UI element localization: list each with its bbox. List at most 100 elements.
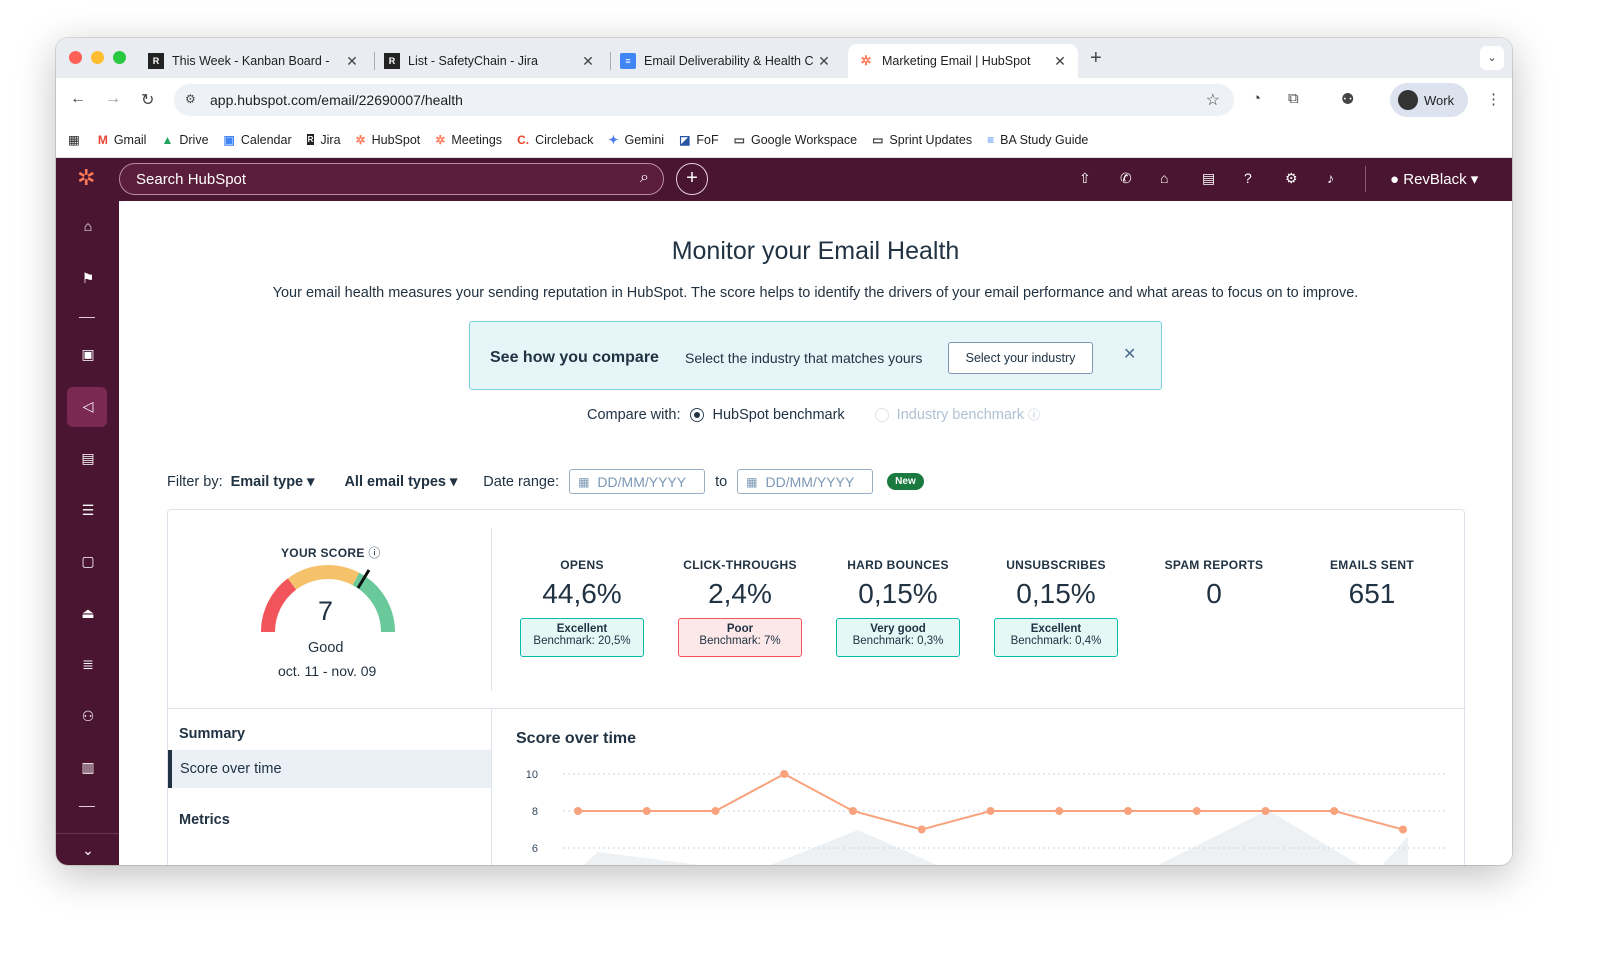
extensions-icon[interactable]: ⧉ — [1288, 90, 1299, 107]
marketing-megaphone-icon[interactable]: ◁ — [82, 398, 94, 414]
data-point — [917, 825, 926, 834]
phone-icon[interactable]: ✆ — [1120, 170, 1132, 186]
automation-icon[interactable]: ⚇ — [81, 708, 95, 724]
close-icon[interactable]: ✕ — [1123, 346, 1137, 363]
bookmark-ba-study-guide[interactable]: ≡ BA Study Guide — [987, 132, 1089, 147]
folder-icon: ▭ — [872, 132, 884, 147]
bookmarks-icon[interactable]: ⚑ — [81, 270, 95, 286]
site-settings-icon[interactable]: ⚙ — [185, 92, 196, 106]
bookmark-star-icon[interactable]: ☆ — [1205, 92, 1220, 109]
marketplace-icon[interactable]: ▤ — [1202, 170, 1216, 186]
tab-jira[interactable]: R List - SafetyChain - Jira ✕ — [374, 44, 606, 78]
bookmark-calendar[interactable]: ▣ Calendar — [223, 132, 292, 147]
home-icon[interactable]: ⌂ — [83, 218, 93, 234]
hubspot-benchmark-radio[interactable] — [690, 407, 705, 422]
close-tab-icon[interactable]: ✕ — [1054, 52, 1066, 69]
gmail-icon: M — [97, 132, 108, 147]
data-point — [574, 807, 582, 815]
google-docs-icon: ≡ — [987, 132, 995, 147]
bookmark-jira[interactable]: R Jira — [306, 132, 341, 147]
compare-with-options: Compare with: HubSpot benchmark Industry… — [587, 406, 1041, 423]
page-subtitle: Your email health measures your sending … — [272, 285, 1359, 301]
apps-grid-icon[interactable]: ▦ — [68, 133, 80, 147]
bookmark-circleback[interactable]: C. Circleback — [517, 132, 594, 147]
help-icon[interactable]: ? — [1244, 170, 1252, 186]
search-input[interactable]: Search HubSpot ⌕ — [119, 163, 664, 195]
data-management-icon[interactable]: ≣ — [82, 656, 94, 672]
score-over-time-nav-item[interactable]: Score over time — [168, 750, 491, 788]
profile-button[interactable]: Work — [1390, 83, 1468, 117]
metric-opens: OPENS 44,6% Excellent Benchmark: 20,5% — [502, 558, 662, 657]
settings-gear-icon[interactable]: ⚙ — [1285, 170, 1298, 186]
close-window-button[interactable] — [69, 51, 82, 64]
metric-hard-bounces: HARD BOUNCES 0,15% Very good Benchmark: 0… — [818, 558, 978, 657]
tab-kanban[interactable]: R This Week - Kanban Board - ✕ — [138, 44, 370, 78]
revblack-favicon-icon: R — [384, 53, 400, 69]
back-arrow-icon[interactable]: ← — [70, 90, 86, 107]
service-icon[interactable]: ⏏ — [81, 605, 95, 621]
bookmark-drive[interactable]: ▲ Drive — [161, 132, 209, 147]
info-icon: ⓘ — [1028, 408, 1041, 422]
tab-marketing-email[interactable]: ✲ Marketing Email | HubSpot ✕ — [848, 44, 1078, 78]
collapse-sidebar-chevron-icon[interactable]: ⌄ — [82, 842, 94, 858]
new-tab-button[interactable]: + — [1090, 47, 1102, 69]
bookmark-gemini[interactable]: ✦ Gemini — [608, 132, 665, 147]
reload-icon[interactable]: ↻ — [141, 92, 155, 109]
compare-text: Select the industry that matches yours — [685, 350, 923, 366]
bookmark-fof[interactable]: ◪ FoF — [679, 132, 719, 147]
contacts-icon[interactable]: ▣ — [81, 346, 95, 362]
metric-unsubscribes: UNSUBSCRIBES 0,15% Excellent Benchmark: 0… — [976, 558, 1136, 657]
hubspot-logo-icon[interactable]: ✲ — [77, 165, 96, 190]
browser-window: R This Week - Kanban Board - ✕ R List - … — [56, 38, 1512, 865]
metric-click-throughs: CLICK-THROUGHS 2,4% Poor Benchmark: 7% — [660, 558, 820, 657]
content-icon[interactable]: ▤ — [81, 450, 95, 466]
drive-icon: ▲ — [161, 132, 174, 147]
maximize-window-button[interactable] — [113, 51, 126, 64]
reporting-icon[interactable]: ▥ — [81, 759, 95, 775]
filter-bar: Filter by: Email type ▾ All email types … — [167, 469, 924, 494]
compare-banner: See how you compare Select the industry … — [469, 321, 1162, 390]
commerce-icon[interactable]: ☰ — [81, 502, 95, 518]
start-date-input[interactable]: ▦ DD/MM/YYYY — [569, 469, 706, 494]
all-email-types-dropdown[interactable]: All email types ▾ — [344, 473, 458, 490]
summary-heading: Summary — [179, 726, 246, 742]
select-industry-button[interactable]: Select your industry — [948, 342, 1093, 374]
new-badge: New — [887, 473, 924, 490]
tab-email-deliverability[interactable]: ≡ Email Deliverability & Health C ✕ — [610, 44, 842, 78]
academy-icon[interactable]: ⌂ — [1160, 170, 1169, 186]
your-score-label: YOUR SCORE ⓘ — [281, 546, 381, 560]
bookmark-google-workspace[interactable]: ▭ Google Workspace — [733, 132, 858, 147]
email-type-dropdown[interactable]: Email type ▾ — [230, 473, 315, 490]
close-tab-icon[interactable]: ✕ — [346, 52, 358, 69]
end-date-input[interactable]: ▦ DD/MM/YYYY — [737, 469, 874, 494]
browser-menu-icon[interactable]: ⋮ — [1486, 91, 1501, 108]
create-button[interactable]: + — [676, 163, 708, 195]
circleback-icon: C. — [517, 132, 530, 147]
tab-search-button[interactable]: ⌄ — [1480, 46, 1504, 70]
incognito-icon[interactable]: ⚉ — [1341, 91, 1355, 108]
bookmark-sprint-updates[interactable]: ▭ Sprint Updates — [872, 132, 973, 147]
info-icon: ⓘ — [368, 546, 381, 560]
bookmark-gmail[interactable]: M Gmail — [97, 132, 147, 147]
minimize-window-button[interactable] — [91, 51, 104, 64]
close-tab-icon[interactable]: ✕ — [818, 52, 830, 69]
data-point — [1261, 807, 1270, 815]
calendar-icon: ▦ — [578, 474, 590, 489]
gauge-poor-segment — [261, 578, 297, 633]
score-gauge — [261, 565, 395, 633]
forward-arrow-icon[interactable]: → — [105, 90, 121, 107]
account-menu[interactable]: ● RevBlack ▾ — [1390, 171, 1479, 188]
gauge-needle — [356, 569, 371, 589]
sales-icon[interactable]: ▢ — [81, 553, 95, 569]
url-field[interactable]: ⚙ app.hubspot.com/email/22690007/health … — [174, 84, 1234, 116]
search-icon[interactable]: ⌕ — [640, 169, 649, 186]
bookmark-meetings[interactable]: ✲ Meetings — [435, 132, 503, 147]
password-manager-icon[interactable]: ◔ — [1252, 90, 1262, 107]
data-point — [1124, 807, 1132, 815]
notifications-bell-icon[interactable]: ♪ — [1327, 170, 1334, 186]
metric-emails-sent: EMAILS SENT 651 — [1330, 558, 1414, 609]
close-tab-icon[interactable]: ✕ — [582, 52, 594, 69]
industry-benchmark-radio[interactable] — [874, 407, 889, 422]
bookmark-hubspot[interactable]: ✲ HubSpot — [355, 132, 421, 147]
upgrade-icon[interactable]: ⇧ — [1079, 170, 1091, 186]
